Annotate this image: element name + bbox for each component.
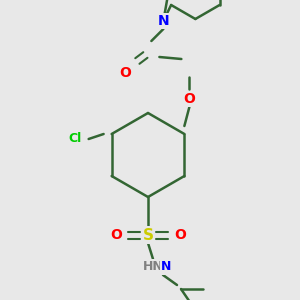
Text: Cl: Cl <box>68 133 81 146</box>
Text: S: S <box>142 227 154 242</box>
Text: N: N <box>158 14 169 28</box>
Text: O: O <box>183 92 195 106</box>
Text: O: O <box>174 228 186 242</box>
Text: O: O <box>110 228 122 242</box>
Text: O: O <box>119 66 131 80</box>
Text: N: N <box>161 260 171 274</box>
Text: HN: HN <box>142 260 164 274</box>
